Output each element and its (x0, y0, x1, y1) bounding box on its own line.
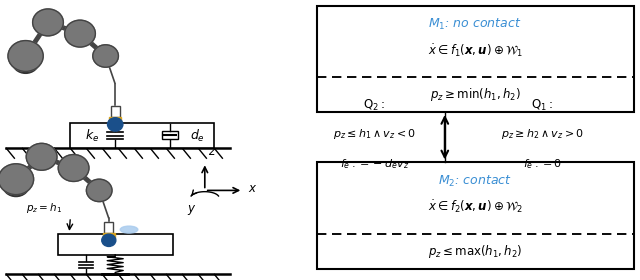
Circle shape (93, 45, 118, 67)
Text: $\dot{x} \in f_1(\boldsymbol{x}, \boldsymbol{u}) \oplus \mathcal{W}_1$: $\dot{x} \in f_1(\boldsymbol{x}, \boldsy… (428, 42, 523, 59)
Text: $p_z = h_1$: $p_z = h_1$ (26, 201, 63, 215)
Bar (58, 234, 173, 255)
Text: $f_e := -d_e v_z$: $f_e := -d_e v_z$ (340, 157, 409, 171)
Circle shape (102, 234, 116, 246)
Circle shape (8, 41, 44, 71)
Text: $d_e$: $d_e$ (191, 128, 205, 144)
Text: $p_z \geq \min(h_1, h_2)$: $p_z \geq \min(h_1, h_2)$ (429, 86, 521, 103)
Circle shape (58, 155, 89, 181)
Text: $f_e := 0$: $f_e := 0$ (523, 157, 562, 171)
Text: $p_z \leq \max(h_1, h_2)$: $p_z \leq \max(h_1, h_2)$ (428, 243, 522, 260)
Circle shape (12, 50, 39, 73)
Bar (111, 106, 120, 117)
Text: $z$: $z$ (208, 145, 216, 158)
Text: $\mathsf{Q}_2:$: $\mathsf{Q}_2:$ (364, 97, 385, 113)
Circle shape (33, 9, 63, 36)
Text: $\mathsf{Q}_1:$: $\mathsf{Q}_1:$ (531, 97, 554, 113)
Circle shape (3, 173, 29, 197)
Bar (161, 131, 178, 139)
Text: $M_2$: contact: $M_2$: contact (438, 174, 512, 189)
Bar (103, 233, 115, 238)
Circle shape (65, 20, 95, 47)
Text: $p_z \geq h_2 \wedge v_z > 0$: $p_z \geq h_2 \wedge v_z > 0$ (501, 127, 584, 141)
Circle shape (86, 179, 112, 202)
Bar (317, 6, 634, 112)
Circle shape (0, 164, 34, 195)
Ellipse shape (120, 226, 138, 233)
Bar (70, 123, 214, 148)
Text: $p_z \leq h_1 \wedge v_z < 0$: $p_z \leq h_1 \wedge v_z < 0$ (333, 127, 416, 141)
Bar (111, 106, 120, 117)
Bar (104, 222, 113, 233)
Bar (104, 222, 113, 233)
Circle shape (26, 143, 57, 170)
Text: $\dot{x} \in f_2(\boldsymbol{x}, \boldsymbol{u}) \oplus \mathcal{W}_2$: $\dot{x} \in f_2(\boldsymbol{x}, \boldsy… (428, 199, 523, 215)
Circle shape (108, 118, 123, 131)
Text: $k_e$: $k_e$ (85, 128, 99, 144)
Text: $M_1$: no contact: $M_1$: no contact (428, 17, 522, 32)
Text: $y$: $y$ (187, 203, 196, 217)
Bar (109, 117, 121, 122)
Text: $x$: $x$ (248, 183, 257, 195)
Bar (317, 162, 634, 269)
